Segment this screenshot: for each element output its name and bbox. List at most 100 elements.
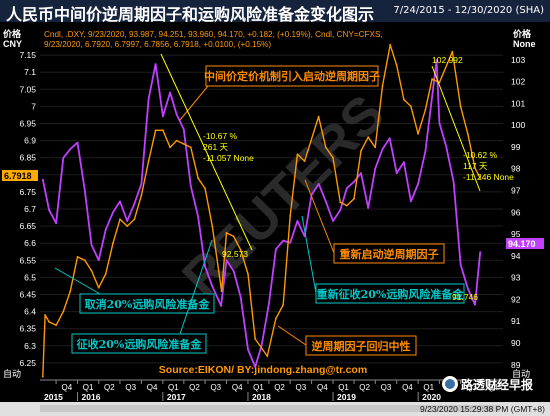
- series-dxy-point-7: [90, 244, 93, 246]
- connector-neutral: [277, 325, 307, 346]
- series-cny-point-24: [204, 187, 207, 190]
- annotation-levy-reserve: 征收20%远购风险准备金: [71, 333, 207, 354]
- series-dxy-point-5: [76, 141, 79, 144]
- chart: REUTERS Cndl, .DXY, 9/23/2020, 93.987, 9…: [0, 28, 550, 416]
- y-right-tick-10: 93: [511, 273, 521, 283]
- date-range: 7/24/2015 - 12/30/2020 (SHA): [393, 5, 544, 16]
- series-cny-point-14: [133, 218, 136, 221]
- series-dxy-point-37: [303, 235, 306, 238]
- y-right-tick-14: 89: [511, 360, 521, 370]
- series-dxy-point-54: [424, 150, 427, 153]
- annotation-cancel-reserve-text: 取消20%远购风险准备金: [85, 297, 211, 311]
- y-left-tick-14: 6.45: [19, 290, 36, 300]
- series-dxy-point-51: [403, 161, 405, 164]
- series-dxy-point-32: [268, 302, 270, 305]
- y-left-tick-2: 7.05: [19, 84, 36, 94]
- x-quarter-label-5: Q1: [168, 383, 179, 392]
- series-cny-point-46: [374, 146, 377, 149]
- legend-line-2: 9/23/2020, 6.7920, 6.7997, 6.7856, 6.791…: [44, 40, 271, 49]
- series-cny-point-42: [345, 204, 348, 207]
- y-left-tick-5: 6.9: [24, 136, 36, 146]
- series-cny-point-51: [410, 105, 412, 108]
- y-right-tick-12: 91: [511, 316, 521, 326]
- x-quarter-label-17: Q1: [423, 383, 434, 392]
- series-cny-point-23: [197, 177, 200, 180]
- x-year-label-3: 2018: [252, 392, 271, 402]
- y-left-axis: 7.157.17.0576.956.96.856.86.756.76.656.6…: [19, 50, 36, 368]
- series-dxy-point-41: [332, 220, 334, 222]
- series-dxy-point-55: [435, 59, 438, 61]
- series-cny-point-20: [175, 139, 178, 142]
- series-cny-point-10: [104, 273, 107, 275]
- annotation-neutral-text: 逆周期因子回归中性: [312, 339, 411, 353]
- stat-5: -10.62 %: [463, 150, 497, 160]
- y-right-tick-6: 97: [511, 185, 521, 195]
- series-cny-point-37: [303, 160, 306, 163]
- y-right-tick-1: 102: [511, 77, 525, 87]
- y-right-axis: 103 102 101 100 99 98 97 96 95 94 93 92 91 90 89: [511, 55, 525, 370]
- series-dxy-point-53: [417, 183, 419, 185]
- bottom-scroll-thumb[interactable]: [40, 405, 500, 412]
- x-quarter-label-14: Q2: [359, 383, 370, 392]
- stat-7: -11.246 None: [463, 172, 514, 182]
- x-quarter-label-19: Q3: [466, 383, 477, 392]
- series-dxy-point-59: [459, 263, 462, 266]
- series-cny-point-38: [317, 115, 320, 118]
- annotation-cancel-reserve: 取消20%远购风险准备金: [79, 293, 215, 314]
- series-dxy-point-4: [69, 148, 72, 151]
- annotation-restart: 重新启动逆周期因子: [333, 243, 445, 264]
- y-left-tick-6: 6.85: [19, 153, 36, 163]
- stat-6: 117 天: [463, 161, 488, 171]
- series-dxy-point-29: [247, 348, 249, 351]
- bottom-datetime: 9/23/2020 15:29:38 PM (GMT+8): [420, 404, 545, 414]
- series-dxy-point-8: [97, 259, 100, 262]
- cny-price-tag: 6.7918: [4, 171, 32, 181]
- page-title: 人民币中间价逆周期因子和运购风险准备金变化图示: [6, 5, 375, 24]
- series-cny-point-4: [62, 310, 65, 313]
- series-dxy-point-62: [479, 251, 482, 254]
- series-dxy-point-16: [154, 63, 157, 65]
- series-dxy-point-21: [189, 185, 192, 188]
- series-cny-point-25: [211, 225, 214, 228]
- series-cny-point-41: [339, 201, 342, 204]
- y-right-tick-8: 95: [511, 229, 521, 239]
- brand-name: 路透财经早报: [461, 377, 533, 392]
- series-dxy-point-12: [126, 220, 129, 222]
- title-bar: 人民币中间价逆周期因子和运购风险准备金变化图示 7/24/2015 - 12/3…: [0, 0, 550, 24]
- series-cny-point-52: [417, 132, 419, 135]
- x-year-label-1: 2016: [82, 392, 101, 402]
- series-dxy-point-56: [438, 122, 441, 124]
- series-dxy-point-34: [282, 239, 285, 242]
- auto-left-label: 自动: [3, 368, 21, 380]
- y-left-tick-3: 7: [31, 101, 36, 111]
- trend-line-2020: [431, 65, 481, 192]
- source-text: Source:EIKON/ BY:jindong.zhang@tr.com: [159, 364, 367, 376]
- series-dxy-point-58: [452, 180, 455, 183]
- x-quarter-label-4: Q4: [147, 383, 158, 392]
- series-cny-point-27: [225, 232, 228, 234]
- series-cny-point-6: [76, 256, 79, 258]
- annotation-relevy-reserve: 重新征收20%远购风险准备金: [315, 283, 465, 304]
- series-dxy-point-60: [466, 287, 469, 290]
- y-left-tick-8: 6.75: [19, 187, 36, 197]
- series-dxy-point-3: [62, 156, 65, 159]
- x-quarter-label-9: Q1: [253, 383, 264, 392]
- y-left-tick-17: 6.3: [24, 341, 36, 351]
- legend-line-1: Cndl, .DXY, 9/23/2020, 93.987, 94.251, 9…: [44, 30, 383, 39]
- series-cny-point-32: [266, 355, 269, 357]
- connector-launch: [179, 85, 209, 121]
- series-cny-point-40: [332, 156, 334, 159]
- series-cny-point-39: [324, 146, 327, 149]
- series-dxy-point-6: [83, 189, 86, 192]
- y-left-tick-16: 6.35: [19, 324, 36, 334]
- series-layer: [41, 43, 482, 378]
- series-dxy-point-43: [345, 187, 348, 190]
- series-cny-point-21: [182, 143, 185, 145]
- stat-9: 91.746: [452, 292, 478, 302]
- series-dxy-point-52: [410, 200, 412, 203]
- y-left-tick-1: 7.1: [24, 67, 36, 77]
- series-cny-point-8: [90, 269, 93, 272]
- series-dxy-point-25: [220, 305, 223, 307]
- y-left-tick-13: 6.5: [24, 272, 36, 282]
- y-right-tick-3: 100: [511, 120, 525, 130]
